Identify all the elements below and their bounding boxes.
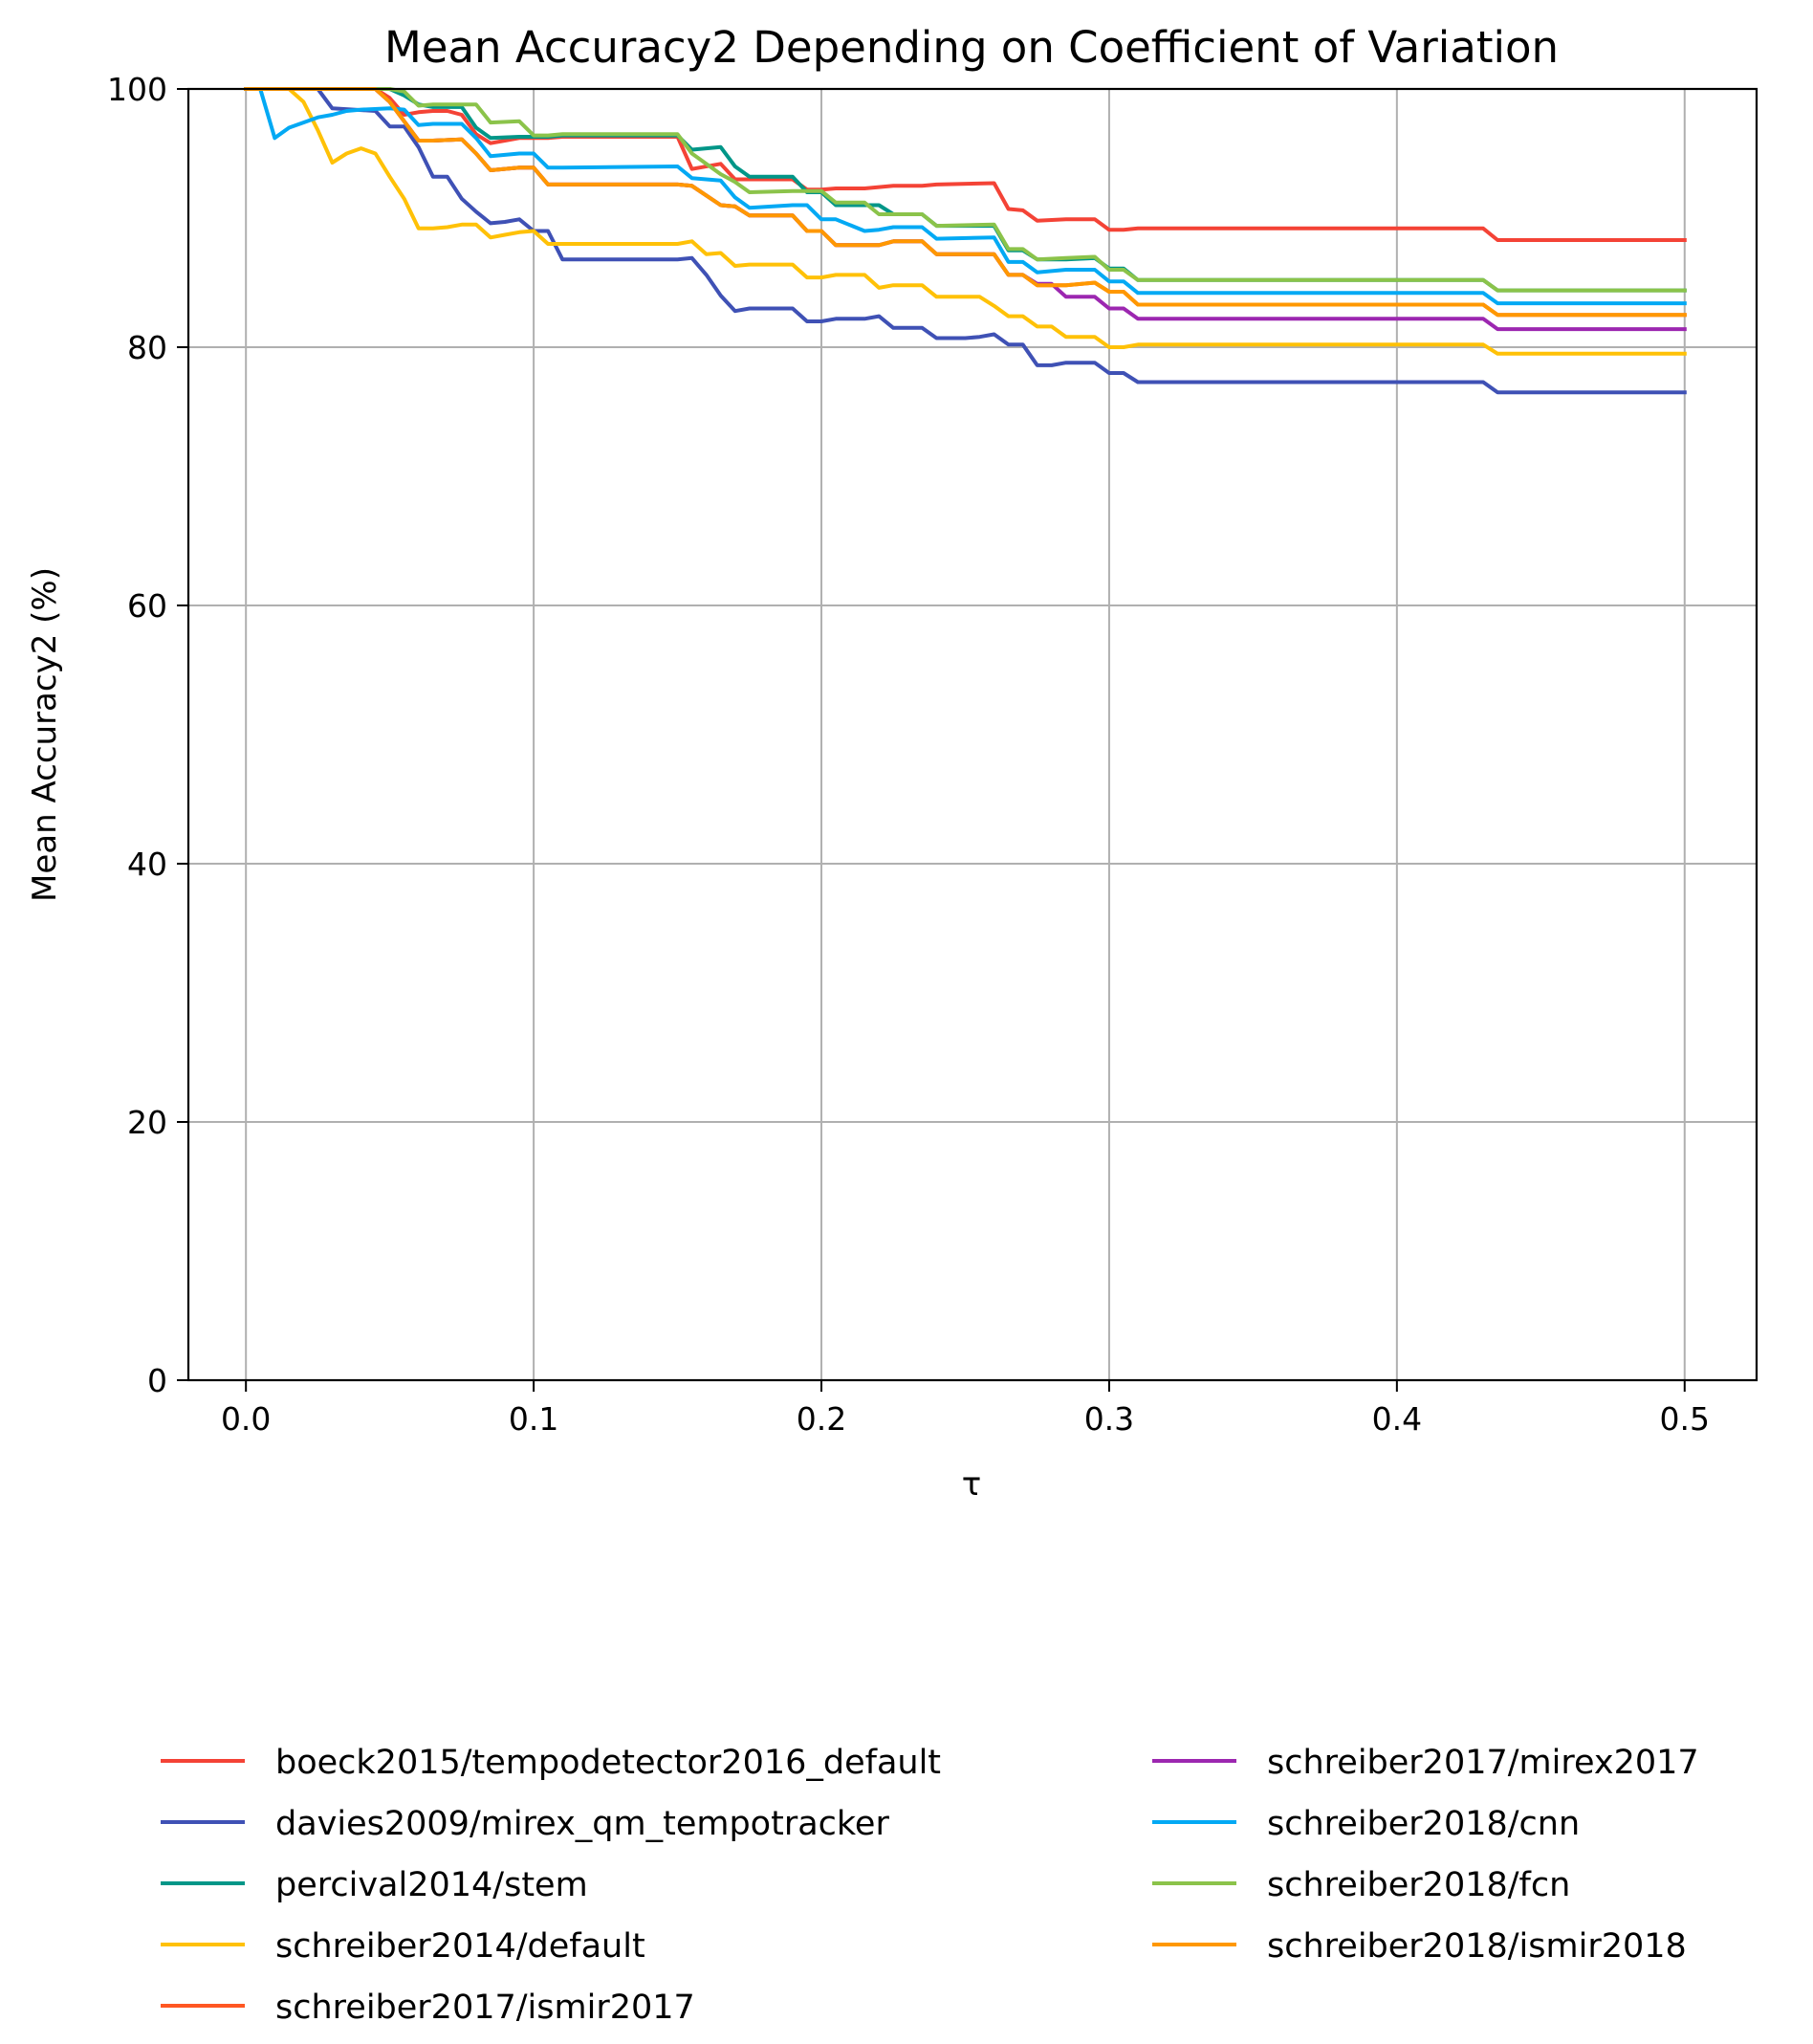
legend-label: schreiber2014/default [275,1927,645,1966]
x-tick-label: 0.4 [1372,1400,1422,1438]
y-tick-label: 0 [147,1362,167,1399]
series-line-ismir2018 [244,87,1687,318]
x-tick-label: 0.5 [1660,1400,1710,1438]
y-tick-label: 100 [107,71,167,108]
legend-label: schreiber2018/fcn [1267,1866,1570,1904]
legend-entry: schreiber2018/fcn [1152,1866,1570,1904]
series-line-mirex-qm-tempotracker [244,87,1687,395]
legend-entry: boeck2015/tempodetector2016_default [161,1744,941,1782]
y-tick-label: 20 [127,1104,167,1141]
legend-entry: schreiber2017/mirex2017 [1152,1744,1699,1782]
series-lines [244,87,1687,395]
legend-label: schreiber2017/ismir2017 [275,1989,695,2027]
y-axis-label: Mean Accuracy2 (%) [26,567,64,902]
gridlines [188,88,1757,1381]
series-line-cnn [244,87,1687,306]
x-tick-label: 0.3 [1084,1400,1134,1438]
chart-title: Mean Accuracy2 Depending on Coefficient … [384,22,1559,73]
x-axis-label: τ [962,1465,981,1504]
legend-entry: davies2009/mirex_qm_tempotracker [161,1805,889,1843]
x-tick-label: 0.0 [221,1400,271,1438]
y-tick-label: 60 [127,587,167,625]
legend-label: percival2014/stem [275,1866,588,1904]
series-line-default [244,87,1687,356]
legend-label: schreiber2017/mirex2017 [1267,1744,1699,1782]
series-line-fcn [244,87,1687,293]
legend-label: schreiber2018/cnn [1267,1805,1580,1843]
series-line-tempodetector2016-default [244,87,1687,242]
x-tick-label: 0.1 [509,1400,558,1438]
legend-entry: schreiber2017/ismir2017 [161,1989,695,2027]
legend: boeck2015/tempodetector2016_defaultdavie… [161,1744,1699,2027]
series-line-stem [244,87,1687,293]
axis-ticks: 0.0 0.1 0.2 0.3 0.4 0.5 0 20 40 60 80 100 [107,71,1710,1438]
x-tick-label: 0.2 [797,1400,846,1438]
y-tick-label: 40 [127,846,167,883]
legend-label: davies2009/mirex_qm_tempotracker [275,1805,889,1843]
legend-entry: percival2014/stem [161,1866,588,1904]
legend-entry: schreiber2018/cnn [1152,1805,1580,1843]
legend-entry: schreiber2014/default [161,1927,645,1966]
legend-entry: schreiber2018/ismir2018 [1152,1927,1687,1966]
plot-area-frame [186,87,1758,1382]
legend-label: boeck2015/tempodetector2016_default [275,1744,941,1782]
legend-label: schreiber2018/ismir2018 [1267,1927,1687,1966]
y-tick-label: 80 [127,329,167,366]
